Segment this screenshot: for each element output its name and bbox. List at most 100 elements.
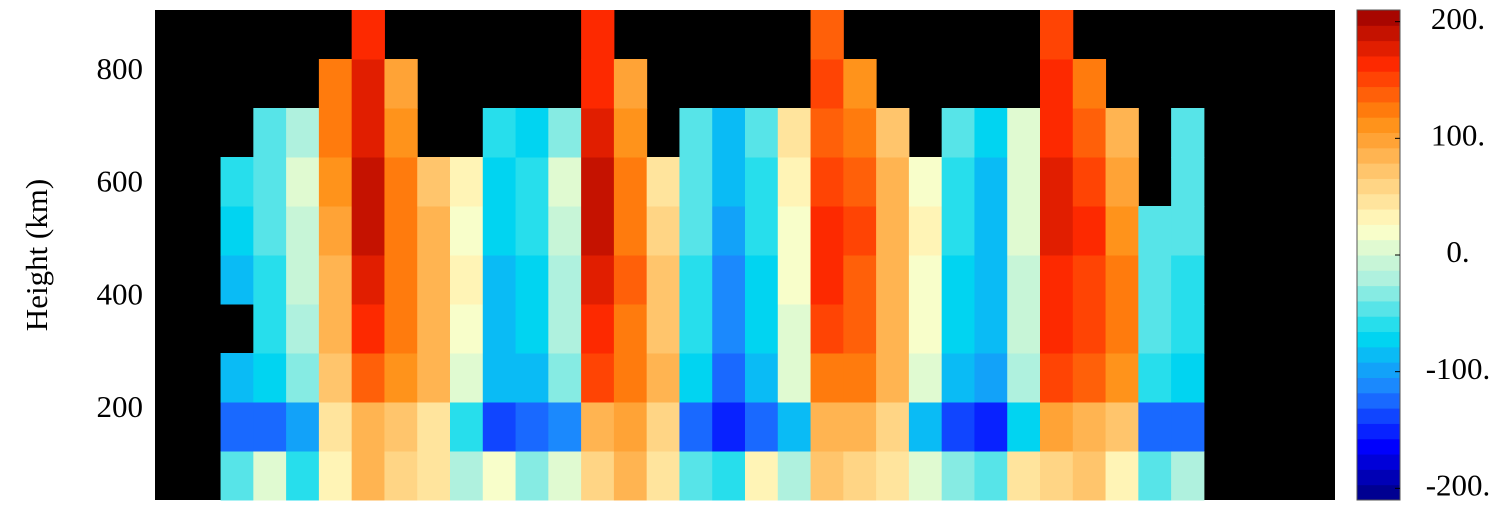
colorbar-step — [1357, 86, 1400, 103]
heatmap-cell — [745, 108, 779, 158]
heatmap-cell — [1138, 255, 1172, 305]
heatmap-cell — [777, 451, 812, 501]
heatmap-cell — [679, 108, 713, 158]
heatmap-cell — [777, 304, 812, 354]
heatmap-cell — [843, 451, 877, 501]
heatmap-cell — [515, 451, 549, 501]
heatmap-cell — [286, 255, 320, 305]
heatmap-cell — [1040, 157, 1074, 207]
colorbar-step — [1357, 316, 1400, 333]
heatmap-cell — [1040, 353, 1074, 403]
heatmap-cell — [581, 304, 615, 354]
heatmap-cell — [581, 59, 615, 109]
heatmap-cell — [1040, 304, 1074, 354]
heatmap-cell — [1105, 206, 1139, 256]
colorbar-step — [1357, 147, 1400, 164]
heatmap-cell — [548, 451, 582, 501]
heatmap-cell — [712, 157, 746, 207]
heatmap-cell — [908, 206, 943, 256]
heatmap-cell — [712, 451, 746, 501]
heatmap-cell — [384, 402, 418, 452]
heatmap-cell — [646, 304, 680, 354]
heatmap-cell — [843, 402, 877, 452]
heatmap-cell — [417, 206, 451, 256]
heatmap-cell — [450, 451, 484, 501]
colorbar-step — [1357, 239, 1400, 256]
heatmap-cell — [581, 10, 615, 60]
heatmap-cell — [318, 304, 353, 354]
colorbar-step — [1357, 224, 1400, 241]
colorbar-step — [1357, 40, 1400, 57]
colorbar-step — [1357, 377, 1400, 394]
heatmap-cell — [810, 402, 844, 452]
colorbar-step — [1357, 362, 1400, 378]
heatmap-cell — [1171, 451, 1205, 501]
heatmap-cell — [318, 451, 353, 501]
heatmap-cell — [253, 206, 287, 256]
colorbar-step — [1357, 469, 1400, 486]
heatmap-cell — [941, 206, 975, 256]
heatmap-cell — [482, 353, 517, 403]
heatmap-cell — [679, 157, 713, 207]
heatmap-cell — [843, 353, 877, 403]
heatmap-cell — [318, 108, 353, 158]
heatmap-cell — [876, 304, 910, 354]
colorbar-step — [1357, 438, 1400, 455]
heatmap-cell — [286, 108, 320, 158]
heatmap-cell — [351, 304, 385, 354]
y-axis-label: Height (km) — [19, 179, 54, 331]
heatmap-cell — [1072, 304, 1107, 354]
heatmap-cell — [745, 353, 779, 403]
heatmap-cell — [1105, 451, 1139, 501]
heatmap-cell — [581, 108, 615, 158]
heatmap-cell — [810, 353, 844, 403]
heatmap-cell — [318, 402, 353, 452]
heatmap-cell — [417, 157, 451, 207]
colorbar-tick-label: -200. — [1426, 467, 1491, 502]
heatmap-cell — [220, 157, 254, 207]
heatmap-cell — [384, 157, 418, 207]
heatmap-cell — [253, 402, 287, 452]
heatmap-cell — [1040, 206, 1074, 256]
heatmap-cell — [1138, 206, 1172, 256]
heatmap-cell — [1171, 304, 1205, 354]
colorbar-step — [1357, 346, 1400, 363]
heatmap-cell — [1007, 206, 1041, 256]
heatmap-cell — [1040, 59, 1074, 109]
heatmap-cell — [220, 255, 254, 305]
heatmap-cell — [712, 255, 746, 305]
heatmap-cell — [581, 353, 615, 403]
heatmap-cell — [1007, 108, 1041, 158]
heatmap-cell — [941, 402, 975, 452]
heatmap-cell — [351, 59, 385, 109]
heatmap-cell — [1072, 108, 1107, 158]
heatmap-cell — [745, 157, 779, 207]
heatmap-cell — [482, 255, 517, 305]
heatmap-cell — [646, 451, 680, 501]
heatmap-cell — [1171, 255, 1205, 305]
heatmap-cell — [941, 108, 975, 158]
heatmap-cell — [876, 206, 910, 256]
heatmap-cell — [974, 353, 1008, 403]
heatmap-cell — [777, 108, 812, 158]
y-tick-label: 800 — [97, 51, 144, 86]
heatmap-cell — [646, 353, 680, 403]
heatmap-cell — [482, 304, 517, 354]
heatmap-cell — [712, 402, 746, 452]
heatmap-cell — [1105, 108, 1139, 158]
heatmap-cell — [679, 255, 713, 305]
heatmap-cell — [1007, 304, 1041, 354]
heatmap-cell — [384, 206, 418, 256]
heatmap-cell — [843, 108, 877, 158]
colorbar-step — [1357, 392, 1400, 409]
heatmap-cell — [515, 108, 549, 158]
heatmap-cell — [482, 108, 517, 158]
heatmap-cell — [482, 451, 517, 501]
heatmap-cell — [810, 108, 844, 158]
heatmap-cell — [974, 206, 1008, 256]
heatmap-cell — [351, 451, 385, 501]
heatmap-cell — [941, 353, 975, 403]
y-tick-label: 600 — [97, 164, 144, 199]
heatmap-cell — [417, 255, 451, 305]
